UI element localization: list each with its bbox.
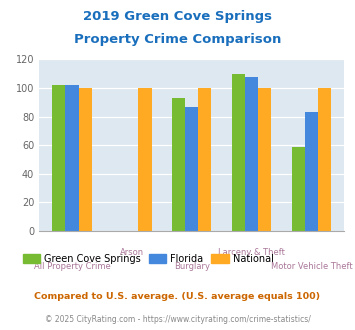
Bar — [172, 98, 185, 231]
Bar — [185, 107, 198, 231]
Bar — [245, 77, 258, 231]
Bar — [305, 112, 318, 231]
Text: 2019 Green Cove Springs: 2019 Green Cove Springs — [83, 10, 272, 23]
Bar — [138, 88, 152, 231]
Text: © 2025 CityRating.com - https://www.cityrating.com/crime-statistics/: © 2025 CityRating.com - https://www.city… — [45, 315, 310, 324]
Bar — [232, 74, 245, 231]
Text: Compared to U.S. average. (U.S. average equals 100): Compared to U.S. average. (U.S. average … — [34, 292, 321, 301]
Bar — [292, 147, 305, 231]
Text: All Property Crime: All Property Crime — [34, 262, 110, 271]
Bar — [318, 88, 331, 231]
Bar — [78, 88, 92, 231]
Bar — [258, 88, 271, 231]
Bar — [198, 88, 212, 231]
Text: Larceny & Theft: Larceny & Theft — [218, 248, 285, 257]
Text: Arson: Arson — [120, 248, 144, 257]
Text: Burglary: Burglary — [174, 262, 210, 271]
Legend: Green Cove Springs, Florida, National: Green Cove Springs, Florida, National — [19, 249, 277, 267]
Text: Motor Vehicle Theft: Motor Vehicle Theft — [271, 262, 352, 271]
Bar — [65, 85, 78, 231]
Text: Property Crime Comparison: Property Crime Comparison — [74, 33, 281, 46]
Bar — [52, 85, 65, 231]
